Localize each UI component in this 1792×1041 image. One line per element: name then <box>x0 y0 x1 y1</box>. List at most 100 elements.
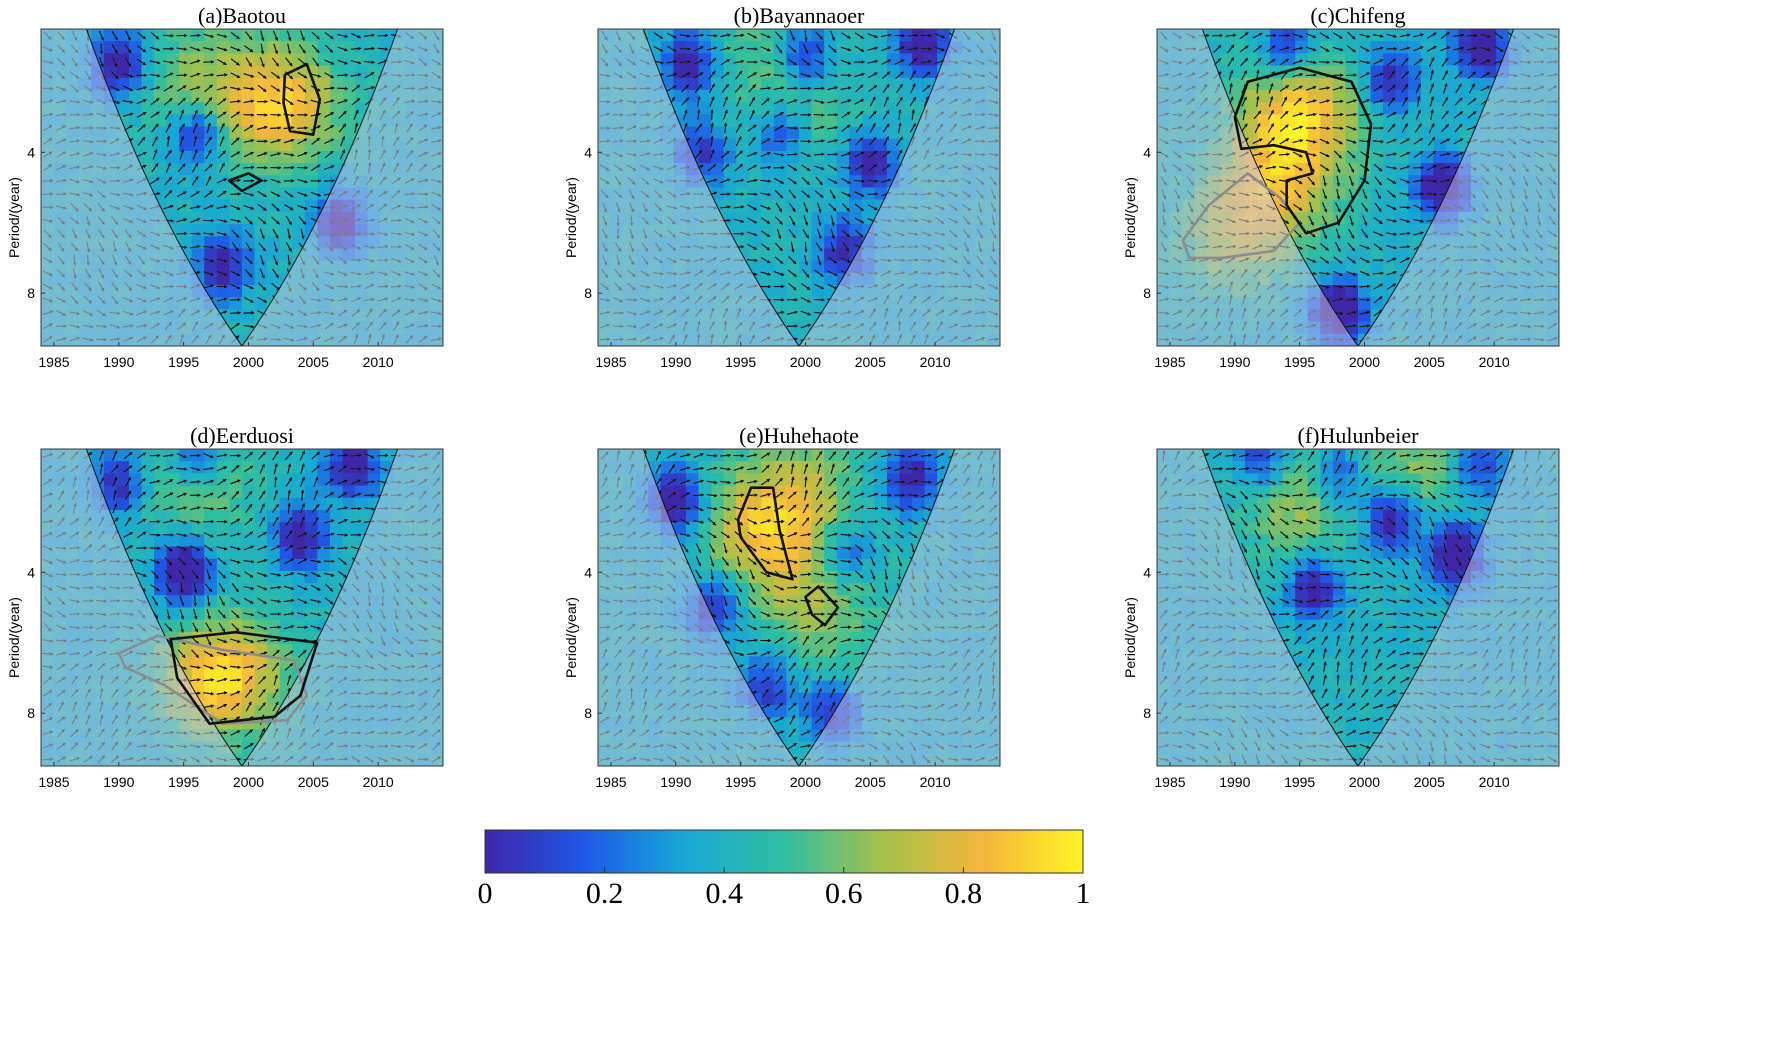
phase-arrow <box>243 179 255 183</box>
heatmap-cell <box>1383 77 1397 91</box>
heatmap-cell <box>204 89 218 103</box>
heatmap-cell <box>166 41 180 54</box>
heatmap-cell <box>1295 89 1309 103</box>
heatmap-cell <box>849 150 863 164</box>
heatmap-cell <box>254 102 268 115</box>
heatmap-cell <box>811 29 825 42</box>
heatmap-cell <box>292 211 306 225</box>
heatmap-cell <box>116 65 130 79</box>
heatmap-cell <box>1370 138 1384 152</box>
heatmap-cell <box>1483 53 1497 67</box>
heatmap-cell <box>736 138 750 152</box>
heatmap-cell <box>1458 77 1472 91</box>
heatmap-cell <box>786 236 800 250</box>
y-tick-label: 8 <box>27 285 35 301</box>
heatmap-cell <box>1445 126 1460 140</box>
heatmap-cell <box>141 102 155 115</box>
y-axis-label: Period/(year) <box>6 177 22 258</box>
phase-arrow <box>99 43 104 55</box>
heatmap-cell <box>1395 77 1409 91</box>
heatmap-cell <box>166 114 180 128</box>
heatmap-cell <box>254 65 268 79</box>
x-tick-label: 1990 <box>103 354 134 370</box>
heatmap-cell <box>1307 53 1321 67</box>
heatmap-cell <box>1307 102 1321 115</box>
heatmap-cell <box>836 53 850 67</box>
heatmap-cell <box>886 114 901 128</box>
heatmap-cell <box>154 175 168 189</box>
heatmap-cell <box>1395 163 1409 176</box>
heatmap-cell <box>811 102 825 115</box>
heatmap-cell <box>799 272 813 286</box>
phase-arrow <box>149 218 161 223</box>
heatmap-cell <box>1244 89 1259 103</box>
heatmap-cell <box>811 89 825 103</box>
heatmap-cell <box>685 102 700 115</box>
heatmap-cell <box>1358 150 1372 164</box>
heatmap-cell <box>1471 53 1485 67</box>
heatmap-cell <box>1445 138 1460 152</box>
heatmap-cell <box>698 138 712 152</box>
phase-arrow <box>256 113 268 117</box>
heatmap-cell <box>786 260 800 274</box>
phase-arrow <box>599 337 611 342</box>
heatmap-cell <box>1332 138 1347 152</box>
heatmap-cell <box>773 248 788 262</box>
phase-arrow <box>693 231 705 236</box>
x-tick-label: 2000 <box>233 354 264 370</box>
heatmap-cell <box>811 285 825 298</box>
heatmap-cell <box>799 114 813 128</box>
heatmap-cell <box>242 309 256 323</box>
heatmap-cell <box>242 41 256 54</box>
heatmap-cell <box>179 163 193 176</box>
heatmap-cell <box>836 163 850 176</box>
heatmap-cell <box>229 248 243 262</box>
panel-title: (b)Bayannaoer <box>734 3 865 28</box>
heatmap-cell <box>1370 114 1384 128</box>
heatmap-cell <box>267 77 281 91</box>
heatmap-cell <box>1383 163 1397 176</box>
heatmap-cell <box>191 175 205 189</box>
heatmap-cell <box>899 126 913 140</box>
heatmap-cell <box>886 138 901 152</box>
heatmap-cell <box>103 53 117 67</box>
heatmap-cell <box>329 53 344 67</box>
heatmap-cell <box>786 41 800 54</box>
heatmap-cell <box>799 224 813 237</box>
phase-arrow <box>720 192 732 196</box>
heatmap-cell <box>849 29 863 42</box>
heatmap-cell <box>799 163 813 176</box>
heatmap-cell <box>304 163 318 176</box>
heatmap-cell <box>836 126 850 140</box>
phase-arrow <box>813 86 825 91</box>
heatmap-cell <box>748 138 762 152</box>
heatmap-cell <box>191 114 205 128</box>
heatmap-cell <box>773 224 788 237</box>
heatmap-cell <box>166 175 180 189</box>
heatmap-cell <box>773 65 788 79</box>
phase-arrow <box>599 100 611 104</box>
heatmap-cell <box>711 77 725 91</box>
heatmap-cell <box>773 272 788 286</box>
y-tick-label: 4 <box>584 144 592 160</box>
phase-arrow <box>988 126 1000 130</box>
heatmap-cell <box>342 29 356 42</box>
heatmap-cell <box>924 65 938 79</box>
heatmap-cell <box>1358 65 1372 79</box>
heatmap-cell <box>91 29 105 42</box>
phase-arrow <box>337 284 349 289</box>
heatmap-cell <box>1232 53 1246 67</box>
phase-arrow <box>787 324 799 328</box>
heatmap-cell <box>304 41 318 54</box>
heatmap-cell <box>836 29 850 42</box>
heatmap-cell <box>229 29 243 42</box>
heatmap-cell <box>267 236 281 250</box>
phase-arrow <box>390 60 402 64</box>
heatmap-cell <box>267 163 281 176</box>
heatmap-cell <box>761 65 775 79</box>
heatmap-cell <box>811 260 825 274</box>
heatmap-cell <box>229 102 243 115</box>
heatmap-cell <box>367 41 381 54</box>
heatmap-cell <box>1395 41 1409 54</box>
